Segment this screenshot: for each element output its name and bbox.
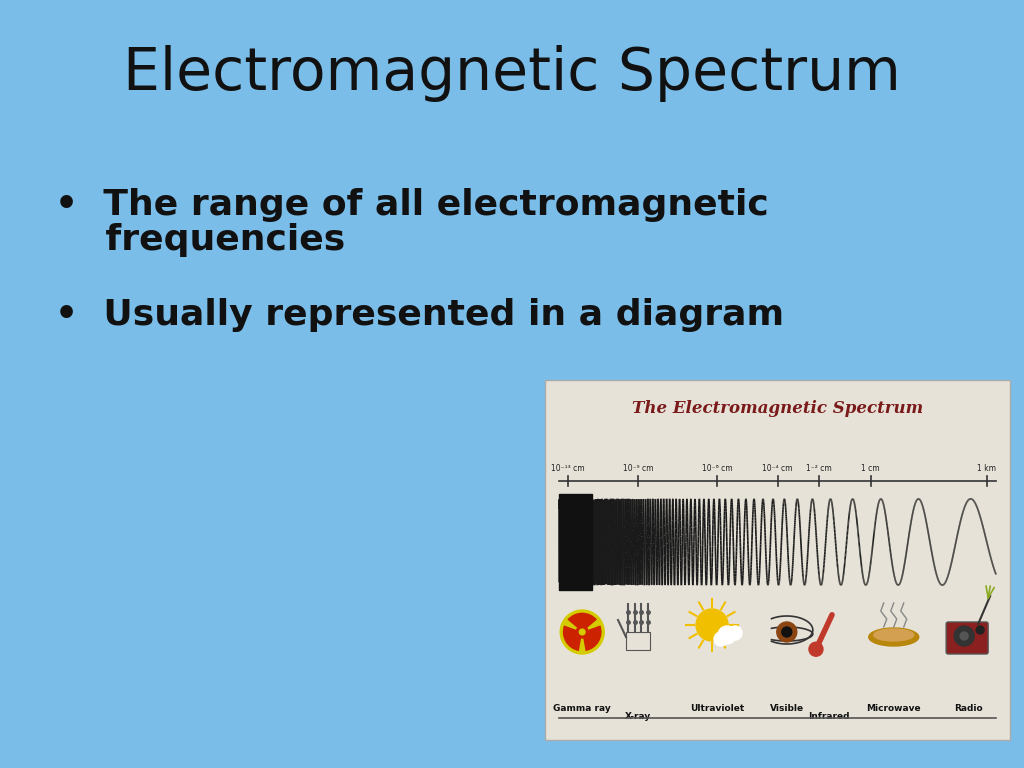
Circle shape — [781, 627, 792, 637]
Circle shape — [809, 642, 823, 656]
Text: Ultraviolet: Ultraviolet — [690, 704, 744, 713]
Text: 10⁻⁶ cm: 10⁻⁶ cm — [701, 464, 732, 473]
Text: Infrared: Infrared — [808, 712, 850, 721]
Circle shape — [577, 626, 588, 638]
Text: Radio: Radio — [953, 704, 982, 713]
Text: 10⁻⁴ cm: 10⁻⁴ cm — [762, 464, 793, 473]
Text: •  Usually represented in a diagram: • Usually represented in a diagram — [55, 298, 784, 332]
Text: Visible: Visible — [770, 704, 804, 713]
Circle shape — [580, 629, 585, 635]
Ellipse shape — [868, 628, 919, 646]
Text: The Electromagnetic Spectrum: The Electromagnetic Spectrum — [632, 400, 923, 417]
Text: Microwave: Microwave — [866, 704, 921, 713]
Text: frequencies: frequencies — [55, 223, 345, 257]
Text: 10⁻⁹ cm: 10⁻⁹ cm — [623, 464, 653, 473]
Text: Electromagnetic Spectrum: Electromagnetic Spectrum — [123, 45, 901, 101]
Text: 1⁻² cm: 1⁻² cm — [807, 464, 833, 473]
Wedge shape — [584, 625, 601, 651]
Circle shape — [714, 632, 728, 646]
Circle shape — [718, 626, 736, 644]
Circle shape — [560, 610, 604, 654]
Circle shape — [954, 626, 974, 646]
Text: Gamma ray: Gamma ray — [553, 704, 611, 713]
Circle shape — [976, 626, 984, 634]
FancyBboxPatch shape — [545, 380, 1010, 740]
Text: 10⁻¹³ cm: 10⁻¹³ cm — [552, 464, 585, 473]
Circle shape — [777, 622, 797, 642]
Wedge shape — [563, 625, 582, 651]
Text: •  The range of all electromagnetic: • The range of all electromagnetic — [55, 188, 769, 222]
Text: 1 cm: 1 cm — [861, 464, 880, 473]
Text: X-ray: X-ray — [625, 712, 651, 721]
Bar — [626, 632, 650, 650]
Ellipse shape — [873, 629, 913, 641]
Circle shape — [961, 632, 968, 640]
Wedge shape — [567, 613, 597, 628]
Circle shape — [696, 609, 728, 641]
Text: 1 km: 1 km — [977, 464, 996, 473]
FancyBboxPatch shape — [946, 622, 988, 654]
Circle shape — [728, 626, 742, 640]
